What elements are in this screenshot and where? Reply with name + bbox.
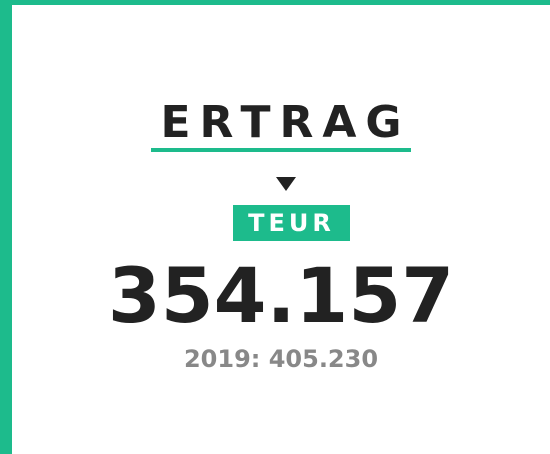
title-wrap: ERTRAG xyxy=(12,100,550,152)
unit-badge: TEUR xyxy=(233,205,350,241)
arrow xyxy=(276,177,296,191)
value: 354.157 xyxy=(107,251,455,340)
previous-value: 2019: 405.230 xyxy=(183,345,379,373)
title: ERTRAG xyxy=(151,100,411,152)
